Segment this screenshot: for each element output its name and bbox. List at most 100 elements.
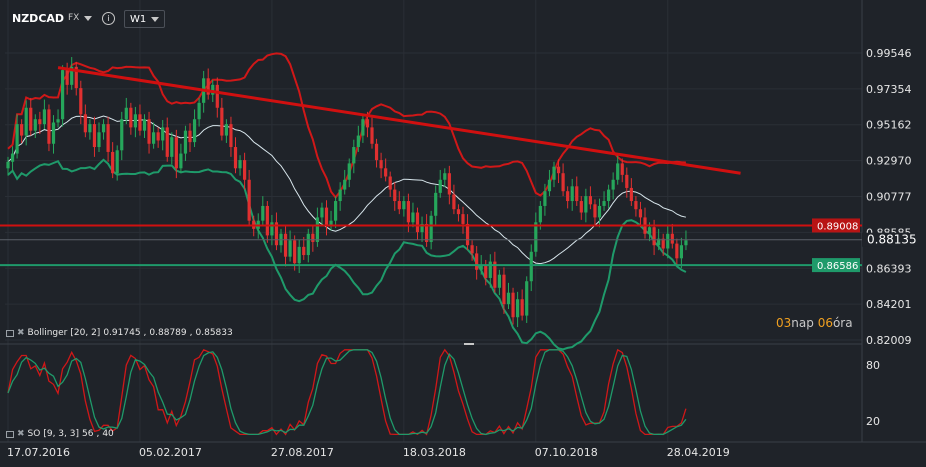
candle-body xyxy=(388,176,392,190)
timeframe-selector[interactable]: W1 xyxy=(124,10,166,28)
symbol-selector[interactable]: NZDCAD xyxy=(12,9,64,27)
candle-body xyxy=(20,124,24,136)
candle-body xyxy=(634,201,638,210)
candle-body xyxy=(74,66,78,89)
candle-body xyxy=(397,201,401,210)
stochastic-name: SO xyxy=(27,429,41,439)
x-axis-ticks: 17.07.2016 05.02.2017 27.08.2017 18.03.2018… xyxy=(7,446,730,459)
candle-body xyxy=(670,233,674,244)
candle-body xyxy=(306,233,310,256)
candle-body xyxy=(315,217,319,242)
candle-body xyxy=(65,70,69,85)
bollinger-legend[interactable]: ✖ Bollinger [20, 2] 0.91745, 0.88789, 0.… xyxy=(6,328,233,338)
candle-body xyxy=(679,245,683,259)
market-label: FX xyxy=(68,13,80,23)
candle-body xyxy=(174,137,178,169)
candle-body xyxy=(352,147,356,164)
candle-body xyxy=(579,201,583,213)
candle-body xyxy=(638,209,643,218)
candle-body xyxy=(420,223,424,233)
candles xyxy=(6,57,688,328)
candle-body xyxy=(233,147,238,169)
candle-body xyxy=(192,119,197,143)
candle-body xyxy=(224,124,228,136)
candle-body xyxy=(124,107,128,120)
candle-body xyxy=(188,130,192,143)
candle-body xyxy=(570,186,574,202)
bollinger-lower-line xyxy=(7,158,687,351)
candle-body xyxy=(220,107,224,136)
close-icon[interactable]: ✖ xyxy=(17,429,25,439)
candle-body xyxy=(61,70,65,120)
chevron-down-icon xyxy=(84,15,93,21)
candle-body xyxy=(311,233,315,242)
info-icon[interactable]: i xyxy=(102,12,115,25)
candle-body xyxy=(620,163,624,175)
bollinger-lower-value: 0.85833 xyxy=(195,328,233,338)
y-tick-label: 0.92970 xyxy=(866,155,912,168)
candle-body xyxy=(647,227,652,234)
stochastic-tick-label: 20 xyxy=(866,415,880,428)
candle-body xyxy=(511,292,515,318)
candle-body xyxy=(425,223,429,242)
candle-body xyxy=(6,161,10,169)
candle-body xyxy=(29,107,33,131)
candle-body xyxy=(70,66,74,85)
last-price-label-text: 0.88135 xyxy=(867,233,917,247)
stochastic-legend[interactable]: ✖ SO [9, 3, 3] 56, 40 xyxy=(6,429,114,439)
candle-body xyxy=(238,160,242,169)
candle-body xyxy=(111,151,115,174)
market-selector[interactable]: FX xyxy=(68,9,93,27)
candle-body xyxy=(447,173,451,195)
candle-body xyxy=(129,107,133,128)
candle-body xyxy=(470,245,474,254)
candle-body xyxy=(556,166,561,174)
candle-body xyxy=(133,114,137,128)
countdown-hours: 06 xyxy=(817,316,833,330)
candle-body xyxy=(320,207,324,218)
candle-body xyxy=(156,132,160,141)
candle-body xyxy=(584,196,588,213)
candle-body xyxy=(393,189,397,202)
bollinger-name: Bollinger xyxy=(27,328,68,338)
candle-body xyxy=(616,163,620,180)
candle-body xyxy=(161,127,165,141)
candle-body xyxy=(529,251,533,282)
candle-body xyxy=(183,130,188,154)
stochastic-y-ticks: 80 20 xyxy=(866,359,880,428)
trendline xyxy=(57,66,741,175)
settings-icon[interactable] xyxy=(6,430,14,438)
candle-body xyxy=(229,124,233,148)
bollinger-params: [20, 2] xyxy=(70,328,101,338)
candle-body xyxy=(370,127,374,144)
countdown-days: 03 xyxy=(776,316,792,330)
candle-body xyxy=(215,84,219,108)
candle-body xyxy=(479,264,483,270)
candle-body xyxy=(552,166,556,180)
candle-body xyxy=(138,114,142,131)
y-tick-label: 0.82009 xyxy=(866,334,912,347)
resistance-price-label-bg xyxy=(812,218,860,233)
candle-countdown: 03nap 06óra xyxy=(776,316,853,330)
candle-body xyxy=(288,240,292,257)
candle-body xyxy=(152,132,156,144)
candle-body xyxy=(261,205,265,221)
candle-body xyxy=(525,281,529,316)
candle-body xyxy=(356,135,360,148)
candle-body xyxy=(379,160,383,169)
candle-body xyxy=(484,264,488,278)
candle-body xyxy=(497,274,501,288)
candle-body xyxy=(607,189,611,202)
last-price-label: 0.88135 xyxy=(862,232,918,247)
y-tick-label: 0.97354 xyxy=(866,83,912,96)
candle-body xyxy=(92,124,97,148)
support-price-label-bg xyxy=(812,258,860,273)
candle-body xyxy=(675,243,679,259)
settings-icon[interactable] xyxy=(6,329,14,337)
candle-body xyxy=(657,238,661,246)
candle-body xyxy=(88,124,92,133)
countdown-hours-unit: óra xyxy=(832,316,853,330)
close-icon[interactable]: ✖ xyxy=(17,328,25,338)
candle-body xyxy=(402,201,406,210)
